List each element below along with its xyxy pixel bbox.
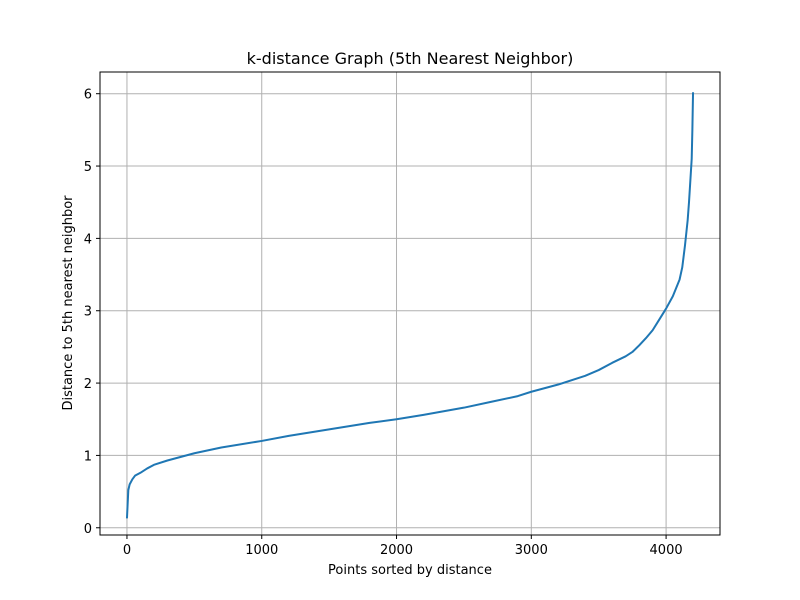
chart-title: k-distance Graph (5th Nearest Neighbor)	[247, 49, 574, 68]
y-tick-label: 3	[84, 305, 92, 320]
x-axis-label: Points sorted by distance	[328, 563, 492, 578]
y-tick-label: 5	[84, 160, 92, 175]
x-tick-label: 3000	[515, 543, 548, 558]
tick-layer: 0 1000 2000 3000 4000 0 1 2 3 4 5 6	[84, 88, 683, 558]
y-tick-label: 1	[84, 449, 92, 464]
plot-area	[100, 72, 720, 535]
x-tick-label: 4000	[650, 543, 683, 558]
y-tick-label: 0	[84, 522, 92, 537]
series-line	[125, 92, 695, 519]
series-layer	[125, 92, 695, 519]
y-tick-label: 6	[84, 88, 92, 103]
y-tick-label: 2	[84, 377, 92, 392]
grid-layer	[100, 72, 720, 535]
x-tick-label: 0	[123, 543, 131, 558]
y-axis-label: Distance to 5th nearest neighbor	[61, 195, 76, 411]
plot-frame	[99, 71, 721, 536]
x-tick-label: 1000	[245, 543, 278, 558]
x-tick-label: 2000	[380, 543, 413, 558]
y-tick-label: 4	[84, 232, 92, 247]
